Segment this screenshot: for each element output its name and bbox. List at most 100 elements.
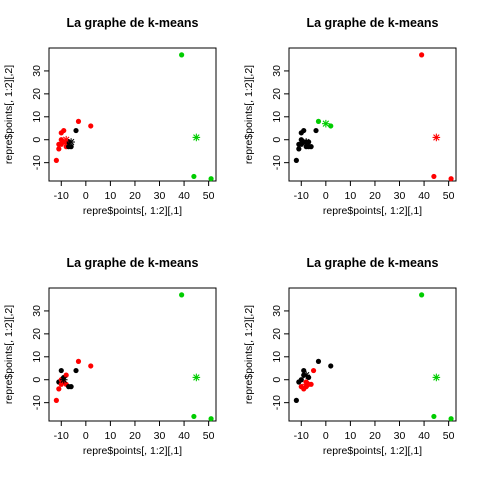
y-tick-label: 20 <box>31 328 43 340</box>
y-tick-label: 30 <box>271 65 283 77</box>
x-tick-label: 0 <box>83 430 89 442</box>
data-point <box>179 292 184 297</box>
y-tick-label: 20 <box>31 88 43 100</box>
data-point <box>296 146 301 151</box>
data-point <box>309 144 314 149</box>
y-tick-label: 30 <box>31 305 43 317</box>
cluster-center-marker <box>433 374 441 382</box>
data-point <box>54 158 59 163</box>
y-axis-label: repre$points[, 1:2][,2] <box>3 65 15 164</box>
cluster-center-marker <box>433 134 441 142</box>
y-tick-label: -10 <box>271 155 283 170</box>
data-point <box>76 359 81 364</box>
kmeans-panel: La graphe de k-means -10 0 10 20 30 40 50 -10 0 10… <box>3 256 216 457</box>
cluster-center-marker <box>302 138 310 146</box>
x-tick-label: 50 <box>203 430 215 442</box>
data-point <box>73 128 78 133</box>
x-tick-label: 50 <box>443 190 455 202</box>
cluster-center-marker <box>193 134 201 142</box>
x-tick-label: 40 <box>418 190 430 202</box>
y-axis-label: repre$points[, 1:2][,2] <box>243 305 255 404</box>
y-tick-label: 30 <box>31 65 43 77</box>
y-axis-label: repre$points[, 1:2][,2] <box>3 305 15 404</box>
data-point <box>59 368 64 373</box>
x-tick-label: -10 <box>54 430 69 442</box>
cluster-center-marker <box>302 381 310 389</box>
data-point <box>61 128 66 133</box>
kmeans-panel: La graphe de k-means -10 0 10 20 30 40 50 -10 0 10… <box>243 256 456 457</box>
x-tick-label: 50 <box>443 430 455 442</box>
cluster-center-marker <box>302 371 310 379</box>
data-point <box>208 416 213 421</box>
x-tick-label: 40 <box>178 430 190 442</box>
x-tick-label: -10 <box>294 430 309 442</box>
x-tick-label: 20 <box>129 190 141 202</box>
x-tick-label: -10 <box>294 190 309 202</box>
x-axis-label: repre$points[, 1:2][,1] <box>83 445 182 457</box>
x-tick-label: 40 <box>418 430 430 442</box>
cluster-center-marker <box>193 374 201 382</box>
data-point <box>88 363 93 368</box>
y-tick-label: 20 <box>271 88 283 100</box>
x-tick-label: 40 <box>178 190 190 202</box>
plot-box <box>49 288 216 421</box>
y-tick-label: 20 <box>271 328 283 340</box>
x-tick-label: 0 <box>323 190 329 202</box>
plot-box <box>49 48 216 181</box>
y-tick-label: 10 <box>31 351 43 363</box>
data-point <box>69 384 74 389</box>
cluster-center-marker <box>60 376 68 384</box>
data-point <box>448 176 453 181</box>
cluster-center-marker <box>322 120 330 128</box>
data-point <box>56 386 61 391</box>
data-point <box>316 359 321 364</box>
data-point <box>294 158 299 163</box>
data-point <box>311 368 316 373</box>
y-tick-label: 0 <box>271 377 283 383</box>
x-axis-label: repre$points[, 1:2][,1] <box>323 205 422 217</box>
data-point <box>419 292 424 297</box>
data-point <box>301 128 306 133</box>
x-tick-label: 0 <box>323 430 329 442</box>
x-tick-label: 20 <box>369 190 381 202</box>
y-tick-label: 10 <box>271 351 283 363</box>
x-axis-label: repre$points[, 1:2][,1] <box>83 205 182 217</box>
x-tick-label: 0 <box>83 190 89 202</box>
y-axis-label: repre$points[, 1:2][,2] <box>243 65 255 164</box>
data-point <box>54 398 59 403</box>
x-tick-label: 10 <box>105 430 117 442</box>
y-tick-label: 10 <box>31 111 43 123</box>
y-tick-label: 30 <box>271 305 283 317</box>
x-tick-label: 20 <box>129 430 141 442</box>
data-point <box>76 119 81 124</box>
y-tick-label: -10 <box>271 395 283 410</box>
data-point <box>88 123 93 128</box>
chart-title: La graphe de k-means <box>67 256 199 270</box>
data-point <box>328 363 333 368</box>
data-point <box>56 146 61 151</box>
data-point <box>419 52 424 57</box>
data-point <box>208 176 213 181</box>
x-tick-label: 30 <box>394 430 406 442</box>
y-tick-label: 0 <box>271 137 283 143</box>
data-point <box>448 416 453 421</box>
plot-box <box>289 288 456 421</box>
y-tick-label: 0 <box>31 377 43 383</box>
data-point <box>191 174 196 179</box>
y-tick-label: 0 <box>31 137 43 143</box>
x-tick-label: 30 <box>154 190 166 202</box>
x-tick-label: -10 <box>54 190 69 202</box>
x-tick-label: 50 <box>203 190 215 202</box>
data-point <box>313 128 318 133</box>
data-point <box>299 377 304 382</box>
chart-title: La graphe de k-means <box>67 16 199 30</box>
y-tick-label: -10 <box>31 395 43 410</box>
x-tick-label: 30 <box>394 190 406 202</box>
data-point <box>191 414 196 419</box>
x-tick-label: 10 <box>345 190 357 202</box>
data-point <box>316 119 321 124</box>
data-point <box>431 414 436 419</box>
data-point <box>431 174 436 179</box>
chart-title: La graphe de k-means <box>307 256 439 270</box>
